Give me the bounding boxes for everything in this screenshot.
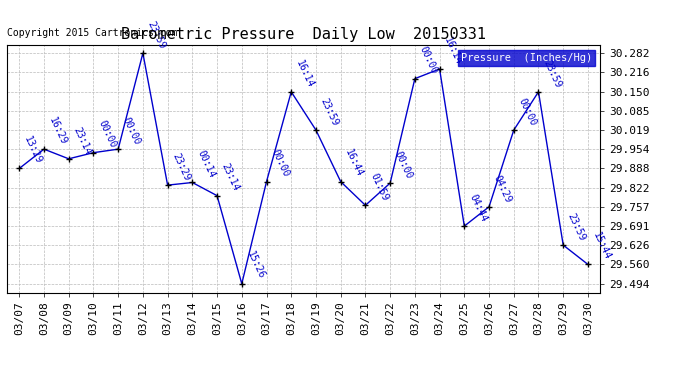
- Text: 23:14: 23:14: [72, 125, 93, 156]
- Title: Barometric Pressure  Daily Low  20150331: Barometric Pressure Daily Low 20150331: [121, 27, 486, 42]
- Text: 04:29: 04:29: [492, 173, 513, 204]
- Text: 23:29: 23:29: [170, 152, 192, 182]
- Text: 23:59: 23:59: [566, 211, 587, 242]
- Text: 15:26: 15:26: [244, 250, 266, 281]
- Text: 15:44: 15:44: [591, 231, 612, 262]
- Text: 00:14: 00:14: [195, 149, 217, 180]
- Text: 23:59: 23:59: [146, 20, 167, 50]
- Text: 00:00: 00:00: [121, 116, 142, 146]
- Text: 23:14: 23:14: [220, 162, 242, 193]
- Text: 00:00: 00:00: [417, 45, 439, 76]
- Text: 00:00: 00:00: [393, 150, 415, 180]
- Legend: Pressure  (Inches/Hg): Pressure (Inches/Hg): [457, 50, 595, 66]
- Text: Copyright 2015 Cartronics.com: Copyright 2015 Cartronics.com: [7, 28, 177, 38]
- Text: 13:29: 13:29: [22, 135, 43, 166]
- Text: 00:00: 00:00: [96, 119, 118, 150]
- Text: 00:00: 00:00: [269, 148, 290, 179]
- Text: 16:29: 16:29: [47, 116, 68, 146]
- Text: 23:59: 23:59: [319, 96, 340, 128]
- Text: 04:44: 04:44: [467, 192, 489, 224]
- Text: 16:14: 16:14: [294, 58, 315, 89]
- Text: 16:44: 16:44: [344, 148, 365, 179]
- Text: 16:14: 16:14: [442, 35, 464, 66]
- Text: 00:00: 00:00: [517, 96, 538, 128]
- Text: 01:59: 01:59: [368, 172, 390, 202]
- Text: 23:59: 23:59: [541, 58, 563, 89]
